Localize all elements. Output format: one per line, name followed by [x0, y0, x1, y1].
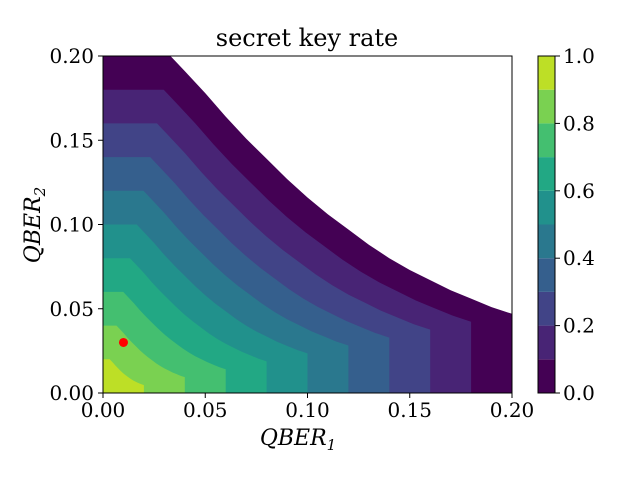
contour-bands: [103, 56, 512, 393]
colorbar-segment-9: [538, 56, 555, 90]
colorbar-segment-2: [538, 291, 555, 326]
x-tick-label: 0.10: [285, 398, 330, 422]
colorbar-tick-label: 1.0: [563, 44, 595, 68]
x-tick-label: 0.15: [387, 398, 432, 422]
marker-layer: [118, 337, 128, 347]
x-axis-label-main: QBER: [260, 426, 327, 451]
colorbar-segment-1: [538, 325, 555, 360]
x-axis: 0.00 0.05 0.10 0.15 0.20: [81, 393, 535, 422]
y-axis-label-main: QBER: [21, 196, 46, 263]
colorbar-tick-label: 0.6: [563, 179, 595, 203]
x-tick-label: 0.20: [490, 398, 535, 422]
y-axis: 0.00 0.05 0.10 0.15 0.20: [49, 44, 103, 405]
colorbar-tick-label: 0.0: [563, 381, 595, 405]
colorbar-segment-4: [538, 224, 555, 259]
colorbar-tick-label: 0.2: [563, 314, 595, 338]
colorbar-frame: [537, 55, 556, 394]
colorbar-segment-7: [538, 123, 555, 158]
marker-point: [118, 337, 128, 347]
y-tick-label: 0.05: [49, 297, 94, 321]
colorbar-segment-0: [538, 359, 555, 393]
y-axis-label: QBER2: [21, 187, 49, 263]
y-tick-label: 0.15: [49, 128, 94, 152]
colorbar-segment-5: [538, 190, 555, 225]
colorbar-tick-label: 0.4: [563, 246, 595, 270]
chart-title: secret key rate: [216, 24, 398, 52]
y-tick-label: 0.00: [49, 381, 94, 405]
colorbar-segment-3: [538, 258, 555, 292]
colorbar-tick-label: 0.8: [563, 111, 595, 135]
colorbar-segment-6: [538, 157, 555, 191]
colorbar-segment-8: [538, 89, 555, 124]
x-axis-label-sub: 1: [327, 436, 337, 454]
x-axis-label: QBER1: [260, 426, 336, 454]
y-tick-label: 0.20: [49, 44, 94, 68]
x-tick-label: 0.00: [81, 398, 126, 422]
y-tick-label: 0.10: [49, 213, 94, 237]
colorbar: [538, 56, 555, 393]
x-tick-label: 0.05: [183, 398, 228, 422]
colorbar-ticks: 0.0 0.2 0.4 0.6 0.8 1.0: [555, 44, 595, 405]
contour-band-9: [103, 359, 144, 393]
y-axis-label-sub: 2: [31, 187, 49, 198]
